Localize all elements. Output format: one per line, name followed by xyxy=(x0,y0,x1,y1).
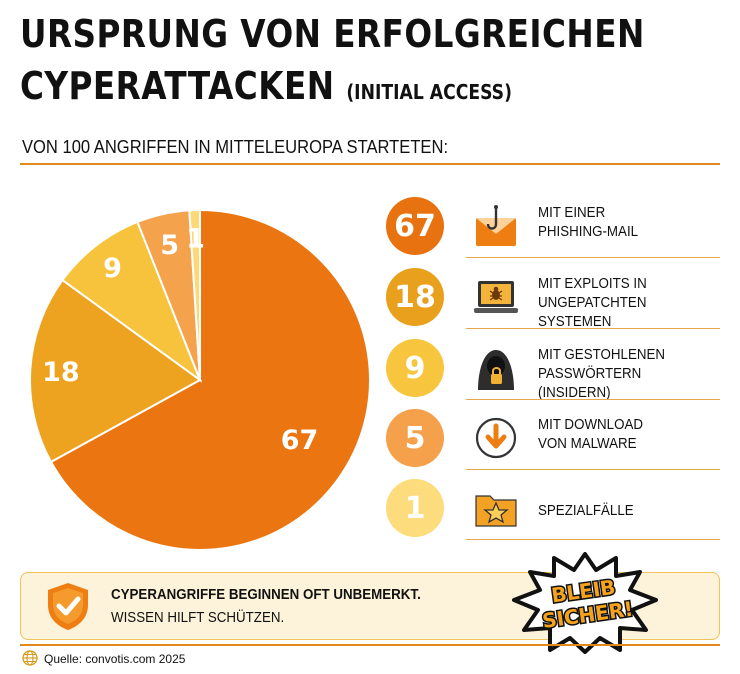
legend-row: 18 MIT EXPLOITS IN UNGEPATCHTEN SYSTEMEN xyxy=(386,265,720,330)
legend-value-circle: 1 xyxy=(386,479,444,537)
legend-label: SPEZIALFÄLLE xyxy=(538,503,634,519)
pie-slice xyxy=(188,208,201,381)
pie-slice-label: 5 xyxy=(160,230,179,261)
title-line-1: URSPRUNG VON ERFOLGREICHEN xyxy=(20,12,645,56)
legend-row: 5 MIT DOWNLOAD VON MALWARE xyxy=(386,406,720,470)
title-main: CYPERATTACKEN xyxy=(20,64,335,108)
banner-line-2: WISSEN HILFT SCHÜTZEN. xyxy=(111,610,285,626)
divider-top xyxy=(20,163,720,165)
phishing-mail-icon xyxy=(476,205,516,246)
legend-value-circle: 5 xyxy=(386,409,444,467)
pie-slice-label: 18 xyxy=(42,357,80,388)
pie-slice-label: 9 xyxy=(103,253,122,284)
pie-chart: 67 18 9 5 1 xyxy=(29,208,371,551)
legend-label: MIT DOWNLOAD VON MALWARE xyxy=(538,417,643,452)
title-line-2: CYPERATTACKEN (INITIAL ACCESS) xyxy=(20,64,512,108)
download-icon xyxy=(475,417,517,459)
legend-value-circle: 18 xyxy=(386,268,444,326)
legend-row: 67 MIT EINER PHISHING-MAIL xyxy=(386,194,720,258)
laptop-bug-icon xyxy=(474,281,518,313)
pie-slice xyxy=(61,220,203,383)
legend-value-circle: 9 xyxy=(386,339,444,397)
legend-value-circle: 67 xyxy=(386,197,444,255)
globe-icon xyxy=(22,650,38,666)
pie-slice-label: 1 xyxy=(186,223,205,254)
banner-line-1: CYPERANGRIFFE BEGINNEN OFT UNBEMERKT. xyxy=(111,587,421,603)
legend-label: MIT EINER PHISHING-MAIL xyxy=(538,205,639,240)
legend-divider xyxy=(466,327,720,329)
legend-row: 9 MIT GESTOHLENEN PASSWÖRTERN (INSIDERN) xyxy=(386,336,720,401)
legend-row: 1 SPEZIALFÄLLE xyxy=(386,476,720,540)
divider-bottom xyxy=(20,644,720,646)
star-folder-icon xyxy=(475,495,517,527)
legend-divider xyxy=(466,398,720,400)
source-footer: Quelle: convotis.com 2025 xyxy=(44,652,186,666)
shield-check-icon xyxy=(48,583,88,630)
legend-divider xyxy=(466,468,720,470)
pie-slice-label: 67 xyxy=(281,425,319,456)
intro-text: VON 100 ANGRIFFEN IN MITTELEUROPA STARTE… xyxy=(22,137,449,157)
title-subtitle: (INITIAL ACCESS) xyxy=(346,80,512,104)
pie-slice xyxy=(49,208,371,551)
legend-divider xyxy=(466,538,720,540)
bleib-sicher-badge: BLEIB SICHER! xyxy=(512,552,658,654)
legend-label: MIT GESTOHLENEN PASSWÖRTERN (INSIDERN) xyxy=(538,347,666,401)
pie-slice xyxy=(29,278,202,464)
hooded-hacker-icon xyxy=(478,350,514,390)
legend-label: MIT EXPLOITS IN UNGEPATCHTEN SYSTEMEN xyxy=(538,276,647,330)
legend-divider xyxy=(466,256,720,258)
